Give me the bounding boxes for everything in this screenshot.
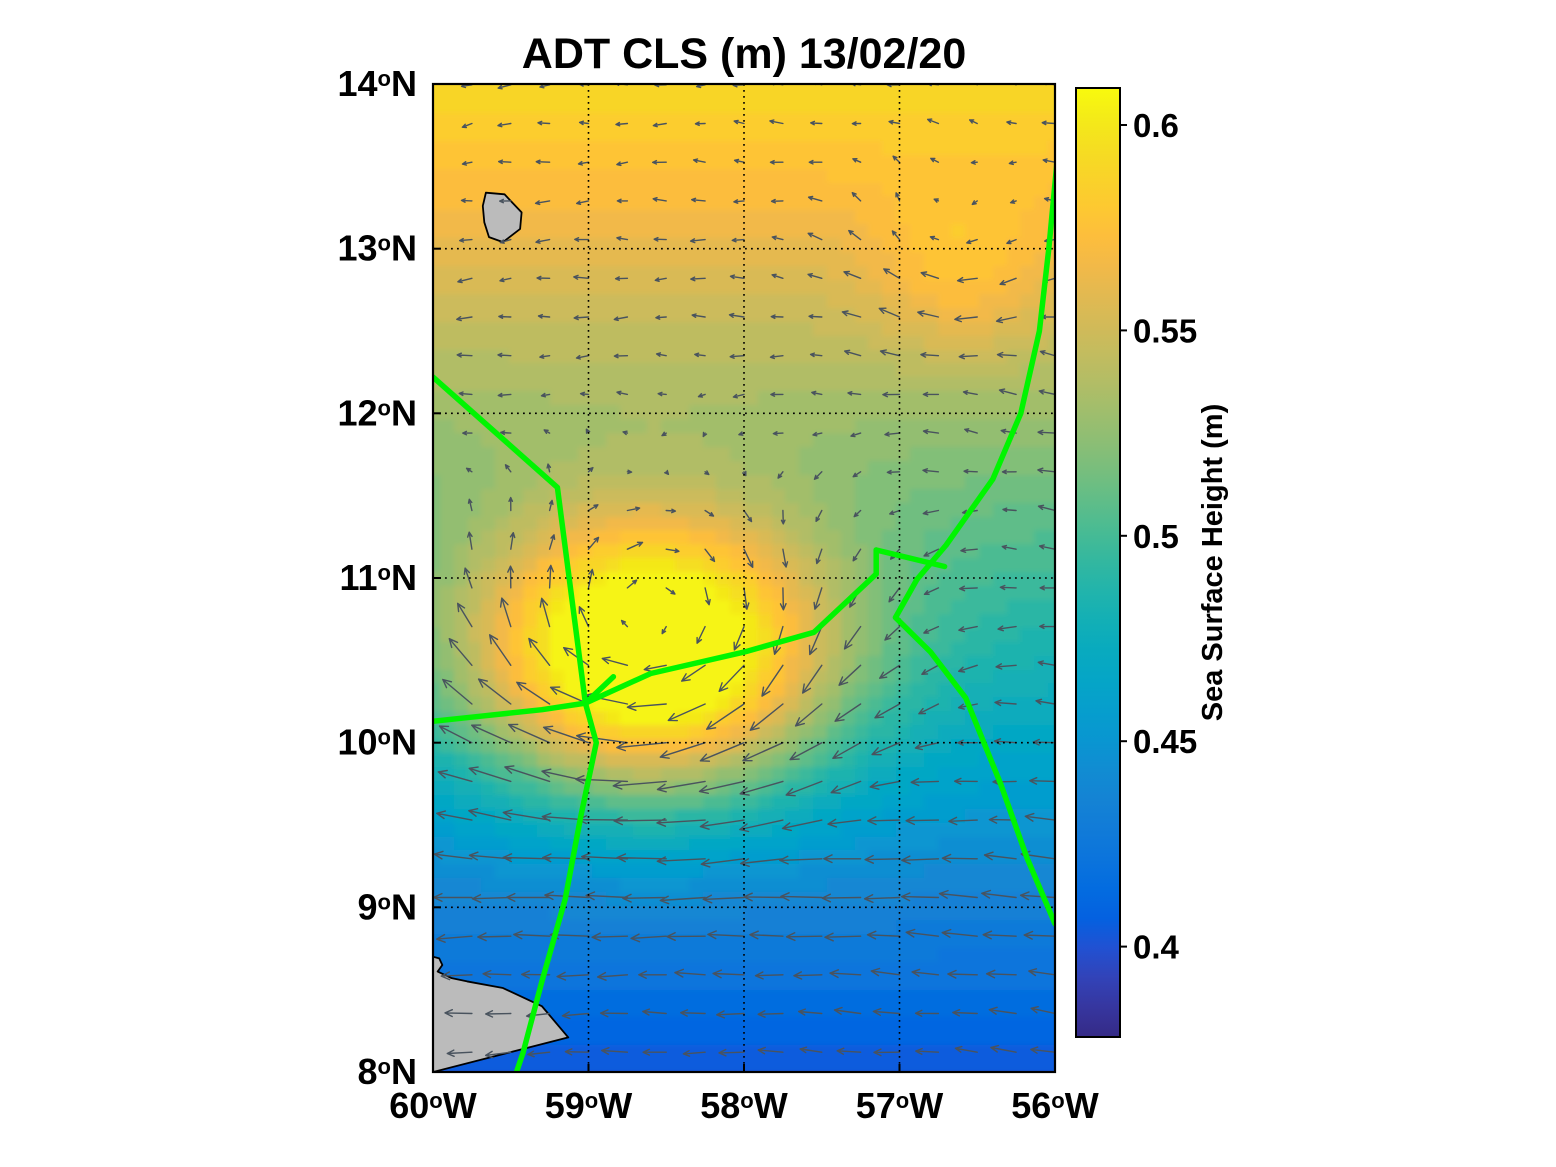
svg-text:12oN: 12oN [338,392,418,433]
svg-text:0.5: 0.5 [1133,518,1179,555]
svg-text:0.6: 0.6 [1133,107,1179,144]
svg-text:0.4: 0.4 [1133,929,1180,966]
svg-text:ADT CLS (m) 13/02/20: ADT CLS (m) 13/02/20 [522,30,966,78]
svg-text:8oN: 8oN [358,1051,417,1092]
svg-text:10oN: 10oN [338,722,418,763]
svg-text:56oW: 56oW [1011,1085,1099,1126]
svg-text:57oW: 57oW [856,1085,944,1126]
svg-text:14oN: 14oN [338,63,418,104]
svg-text:11oN: 11oN [339,557,417,598]
svg-text:0.45: 0.45 [1133,723,1197,760]
svg-text:0.55: 0.55 [1133,312,1197,349]
svg-text:13oN: 13oN [338,228,418,269]
svg-text:9oN: 9oN [358,886,417,927]
svg-text:58oW: 58oW [700,1085,788,1126]
svg-text:59oW: 59oW [545,1085,633,1126]
svg-text:Sea Surface Height (m): Sea Surface Height (m) [1197,404,1229,721]
